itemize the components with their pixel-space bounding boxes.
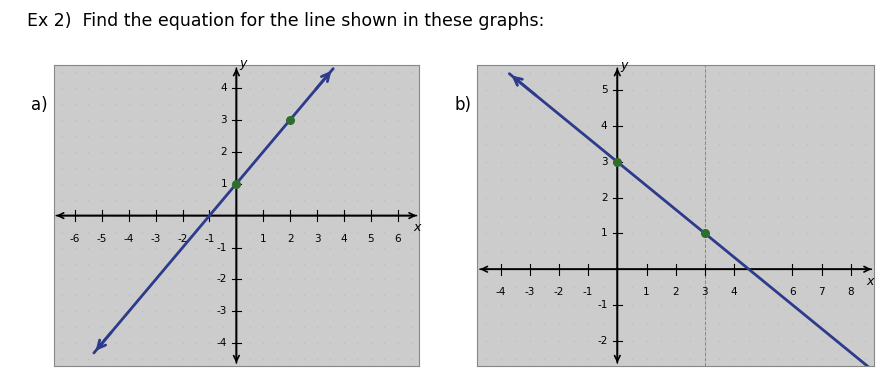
Text: 1: 1 [220,179,227,189]
Text: 4: 4 [341,234,347,244]
Text: x: x [866,275,874,288]
Text: 3: 3 [702,287,708,297]
Text: 6: 6 [789,287,796,297]
Text: 4: 4 [731,287,738,297]
Text: 2: 2 [220,147,227,157]
Text: 7: 7 [818,287,825,297]
Text: 2: 2 [601,193,607,203]
Text: -4: -4 [217,338,227,348]
Text: -1: -1 [217,243,227,253]
Text: b): b) [455,96,472,114]
Text: y: y [239,57,246,70]
Text: -2: -2 [217,275,227,285]
Text: -2: -2 [554,287,564,297]
Text: a): a) [31,96,48,114]
Text: -4: -4 [495,287,506,297]
Text: -3: -3 [217,306,227,316]
Text: 4: 4 [601,121,607,131]
Text: -6: -6 [70,234,80,244]
Text: 2: 2 [673,287,679,297]
Text: 5: 5 [601,85,607,95]
Text: 4: 4 [220,83,227,93]
Text: 1: 1 [260,234,267,244]
Text: 3: 3 [314,234,320,244]
Text: -3: -3 [151,234,161,244]
Text: x: x [414,221,421,234]
Text: -3: -3 [524,287,535,297]
Text: -1: -1 [583,287,593,297]
Text: 3: 3 [220,115,227,125]
Text: -2: -2 [178,234,188,244]
Text: 8: 8 [847,287,855,297]
Text: 5: 5 [368,234,374,244]
Text: 1: 1 [643,287,649,297]
Text: -1: -1 [597,300,607,310]
Text: -5: -5 [96,234,107,244]
Text: -2: -2 [597,336,607,346]
Text: 6: 6 [394,234,401,244]
Text: y: y [620,59,628,72]
Text: 3: 3 [601,157,607,167]
Text: 1: 1 [601,228,607,238]
Text: -1: -1 [204,234,215,244]
Text: -4: -4 [124,234,134,244]
Text: 2: 2 [287,234,293,244]
Text: Ex 2)  Find the equation for the line shown in these graphs:: Ex 2) Find the equation for the line sho… [27,12,544,30]
